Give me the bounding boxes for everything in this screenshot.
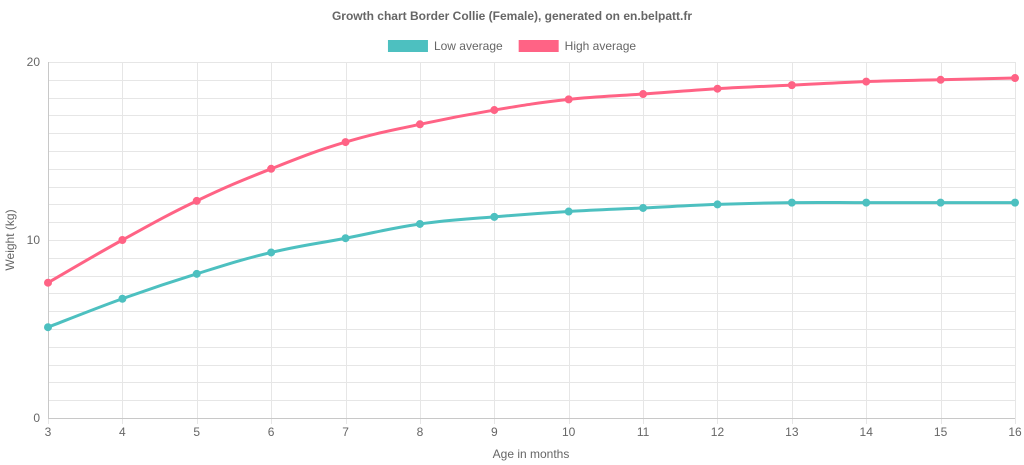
legend-item-high-average[interactable]: High average [518,39,637,53]
data-point-high-average[interactable] [44,278,52,287]
axes [48,62,1015,419]
data-point-low-average[interactable] [564,207,573,216]
x-axis-ticks: 3 4 5 6 7 8 9 10 11 12 13 14 15 16 [45,425,1022,439]
data-point-low-average[interactable] [118,294,127,303]
x-tick-label: 11 [637,425,650,439]
data-point-high-average[interactable] [713,84,722,93]
legend[interactable]: Low average High average [387,39,637,53]
y-axis-title: Weight (kg) [3,209,17,270]
data-point-high-average[interactable] [1011,74,1019,83]
series-high-average [44,74,1019,287]
x-tick-label: 3 [45,425,52,439]
x-tick-label: 6 [268,425,275,439]
grid-lines [48,62,1016,424]
legend-item-low-average[interactable]: Low average [387,39,503,53]
legend-swatch [518,40,559,52]
legend-label: Low average [434,39,503,53]
data-point-low-average[interactable] [713,200,722,209]
data-point-low-average[interactable] [44,323,52,332]
x-tick-label: 14 [860,425,874,439]
data-point-high-average[interactable] [564,95,573,104]
data-point-low-average[interactable] [341,234,350,243]
y-tick-label: 0 [33,411,40,425]
data-point-low-average[interactable] [936,198,945,207]
data-point-low-average[interactable] [1011,198,1019,207]
x-tick-label: 7 [342,425,349,439]
y-tick-label: 20 [27,55,41,69]
data-point-high-average[interactable] [415,120,424,129]
data-point-high-average[interactable] [787,81,796,90]
data-point-high-average[interactable] [341,138,350,147]
y-tick-label: 10 [27,233,41,247]
x-tick-label: 8 [417,425,424,439]
series-line-low-average [46,200,1017,329]
data-point-low-average[interactable] [787,198,796,207]
data-point-high-average[interactable] [192,196,201,205]
series-low-average [44,198,1019,332]
data-point-high-average[interactable] [118,236,127,244]
x-tick-label: 5 [193,425,200,439]
x-tick-label: 12 [711,425,725,439]
data-point-low-average[interactable] [490,212,499,221]
x-tick-label: 13 [785,425,799,439]
legend-swatch [387,40,428,52]
data-point-low-average[interactable] [639,203,648,212]
x-tick-label: 4 [119,425,126,439]
data-point-high-average[interactable] [639,90,648,99]
x-tick-label: 16 [1008,425,1022,439]
chart-title: Growth chart Border Collie (Female), gen… [332,9,692,23]
x-tick-label: 9 [491,425,498,439]
data-point-high-average[interactable] [936,75,945,84]
y-axis-ticks: 0 10 20 [27,55,41,425]
series-line-high-average [46,76,1017,285]
data-point-low-average[interactable] [862,198,871,207]
data-point-low-average[interactable] [415,219,424,228]
data-point-low-average[interactable] [267,248,276,257]
data-point-high-average[interactable] [490,106,499,115]
data-point-high-average[interactable] [862,77,871,86]
data-point-low-average[interactable] [192,269,201,278]
data-point-high-average[interactable] [267,164,276,173]
x-tick-label: 15 [934,425,948,439]
legend-label: High average [565,39,637,53]
series-group [44,74,1019,332]
x-tick-label: 10 [562,425,576,439]
x-axis-title: Age in months [493,447,570,461]
